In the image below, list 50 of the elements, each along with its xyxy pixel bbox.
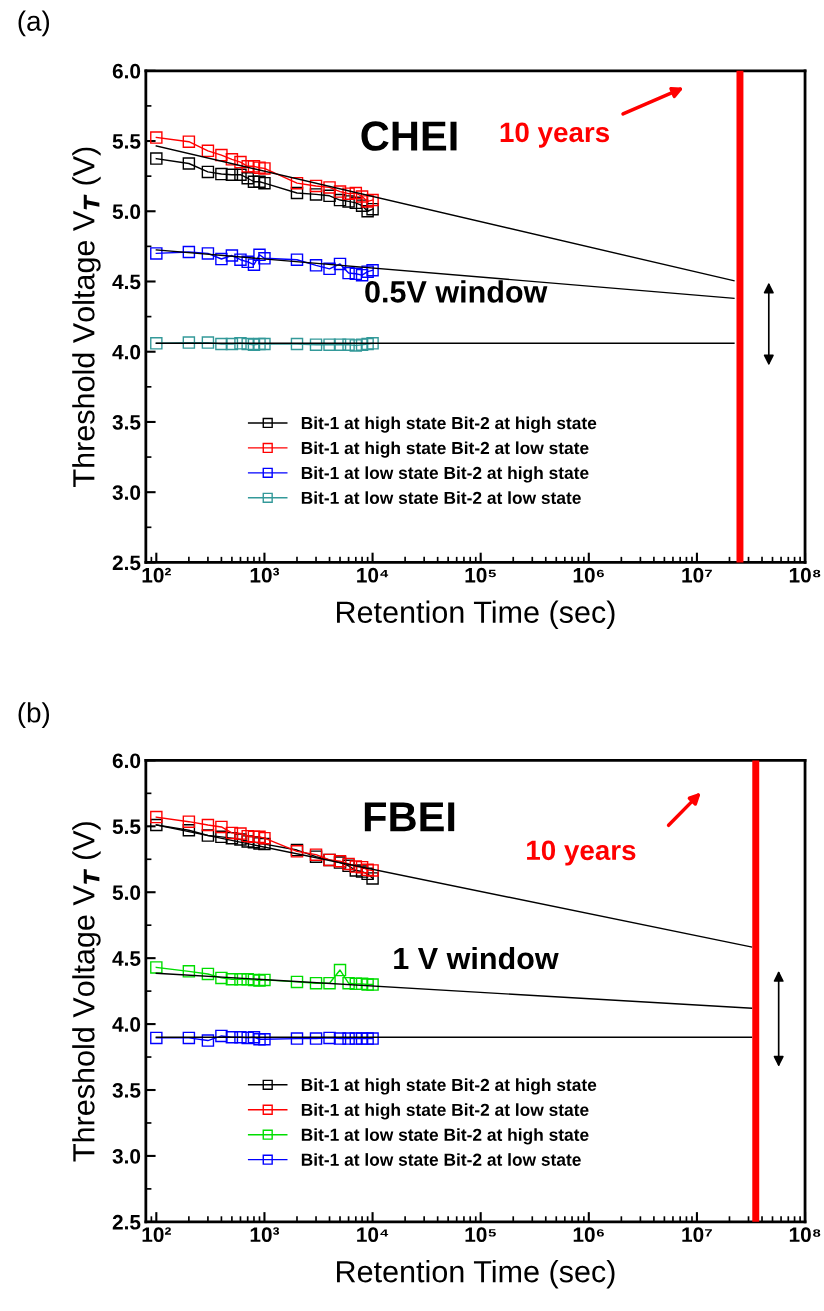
legend-label: Bit-1 at high state Bit-2 at high state <box>301 416 597 433</box>
x-axis-title: Retention Time (sec) <box>337 600 615 630</box>
x-tick-label: 10⁷ <box>682 567 712 583</box>
x-tick-label: 10² <box>142 567 171 583</box>
x-tick-label: 10⁸ <box>789 567 821 583</box>
y-tick-label: 2.5 <box>112 555 141 571</box>
y-tick-label: 2.5 <box>112 1214 141 1230</box>
legend-label: Bit-1 at high state Bit-2 at low state <box>301 1103 589 1120</box>
ref-line-label: 10 years <box>500 122 610 148</box>
legend-label: Bit-1 at high state Bit-2 at high state <box>301 1078 597 1095</box>
y-tick-label: 4.0 <box>112 344 141 360</box>
y-tick-label: 3.5 <box>112 414 141 430</box>
y-tick-label: 3.0 <box>112 1148 141 1164</box>
y-tick-label: 6.0 <box>112 753 141 769</box>
y-tick-label: 4.5 <box>112 274 141 290</box>
ref-line-label: 10 years <box>527 840 636 866</box>
chart-title: (b) <box>18 702 50 729</box>
annotation: CHEI <box>361 121 457 151</box>
y-tick-label: 6.0 <box>112 63 141 79</box>
y-tick-label: 5.5 <box>112 134 141 149</box>
y-tick-label: 5.5 <box>112 819 141 835</box>
y-tick-label: 4.0 <box>112 1017 141 1032</box>
annotation: 0.5V window <box>365 280 548 303</box>
y-axis-title: Threshold Voltage V$_{T}$ (V) <box>72 822 101 1162</box>
chart-title: (a) <box>18 10 50 37</box>
x-tick-label: 10³ <box>250 1227 280 1243</box>
legend-label: Bit-1 at low state Bit-2 at low state <box>301 1153 581 1166</box>
y-tick-label: 3.0 <box>112 485 141 500</box>
x-tick-label: 10⁴ <box>357 567 389 583</box>
x-tick-label: 10⁴ <box>357 1227 389 1243</box>
x-tick-label: 10⁵ <box>465 1227 496 1243</box>
annotation: FBEI <box>364 802 455 832</box>
y-tick-label: 5.0 <box>112 204 141 220</box>
annotation: 1 V window <box>394 946 559 970</box>
legend-label: Bit-1 at high state Bit-2 at low state <box>301 441 589 458</box>
x-tick-label: 10³ <box>250 567 280 583</box>
legend-label: Bit-1 at low state Bit-2 at high state <box>301 1128 589 1145</box>
x-tick-label: 10⁶ <box>573 1227 604 1243</box>
y-tick-label: 4.5 <box>112 951 141 966</box>
x-tick-label: 10⁸ <box>789 1227 821 1243</box>
y-axis-title: Threshold Voltage V$_{T}$ (V) <box>72 147 101 487</box>
x-axis-title: Retention Time (sec) <box>337 1260 615 1289</box>
x-tick-label: 10⁶ <box>573 567 604 583</box>
x-tick-label: 10² <box>142 1227 171 1243</box>
legend-label: Bit-1 at low state Bit-2 at high state <box>301 466 589 483</box>
y-tick-label: 5.0 <box>112 885 141 900</box>
y-tick-label: 3.5 <box>112 1083 141 1098</box>
legend-label: Bit-1 at low state Bit-2 at low state <box>301 491 581 505</box>
x-tick-label: 10⁵ <box>465 567 496 583</box>
x-tick-label: 10⁷ <box>682 1227 712 1243</box>
